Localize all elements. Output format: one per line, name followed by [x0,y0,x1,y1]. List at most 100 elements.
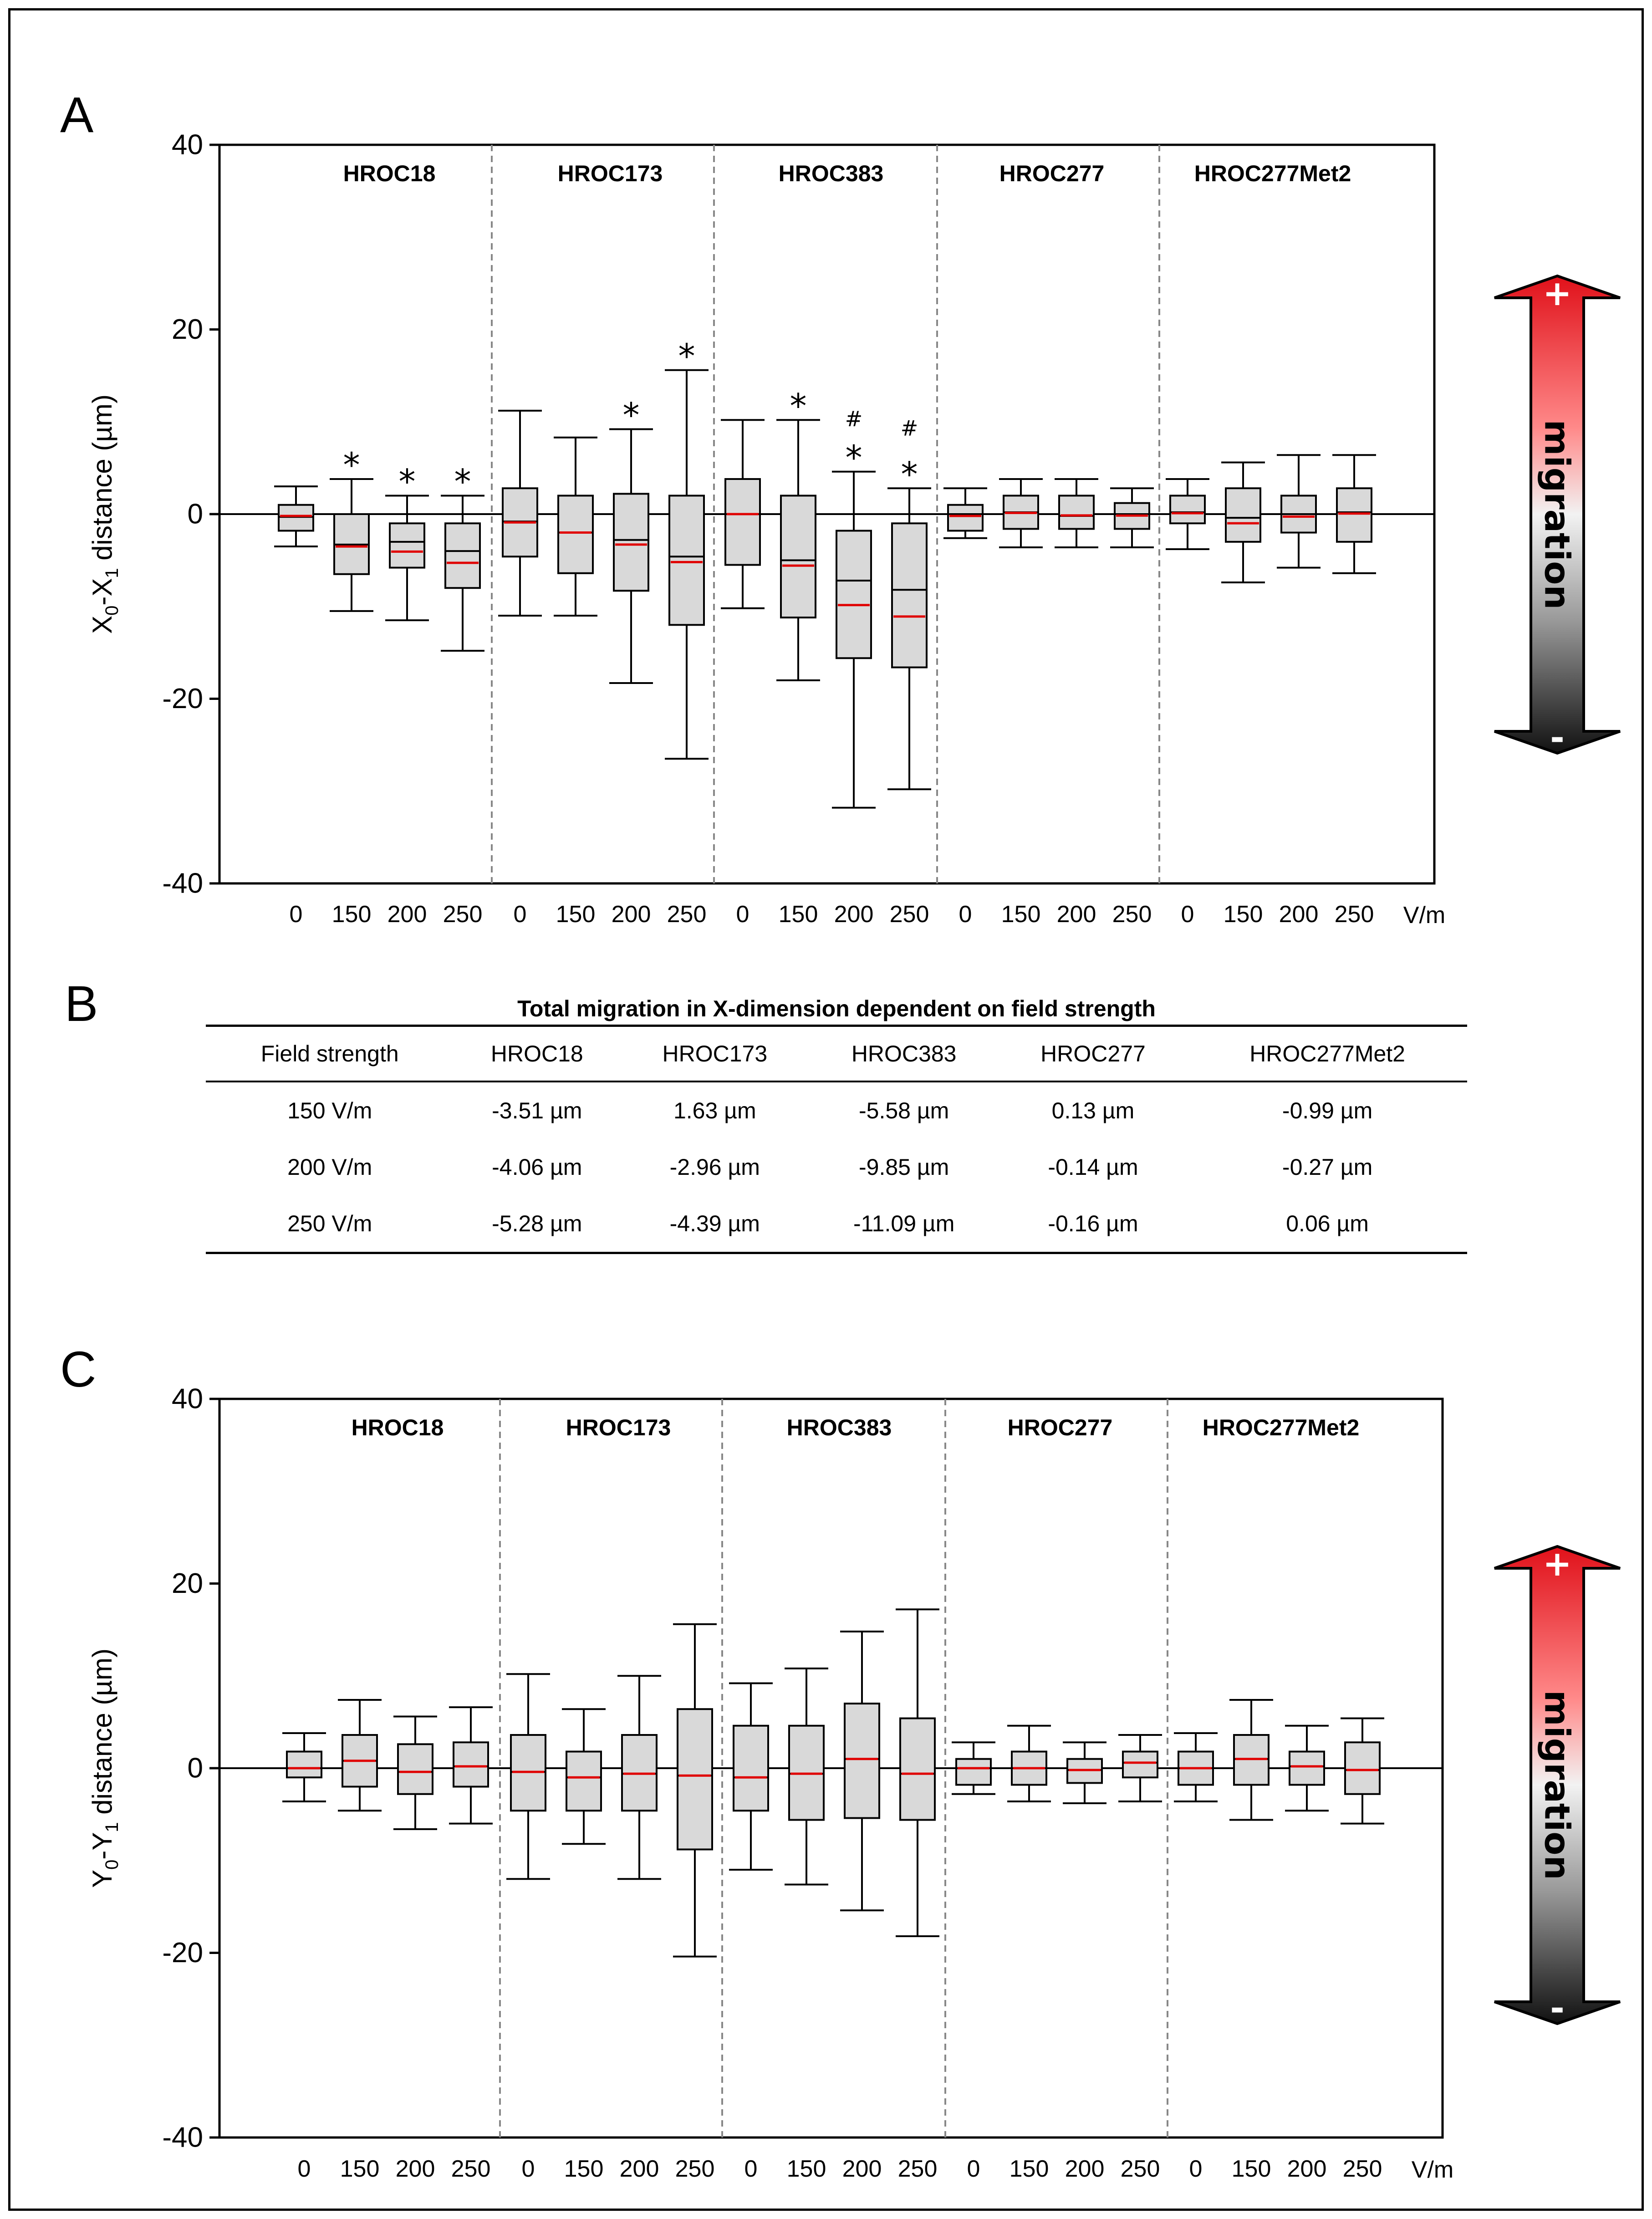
header-hroc18: HROC18 [454,1025,621,1082]
y-axis-label-part: 1 [102,1822,122,1832]
box [286,1750,322,1779]
box [613,493,649,592]
x-tick-label: 0 [744,2156,758,2182]
y-tick-label: -40 [162,868,203,899]
header-hroc277: HROC277 [998,1025,1188,1082]
box [397,1743,433,1795]
box [1122,1750,1158,1779]
group-label: HROC383 [779,161,884,186]
migration-arrow-a: + - migration [1494,273,1621,758]
y-axis-label-part: distance (µm) [87,1648,117,1822]
table-cell: -4.06 µm [492,1154,582,1180]
x-tick-label: 200 [1279,901,1319,928]
box [733,1724,769,1812]
group-label: HROC383 [787,1415,892,1440]
x-tick-label: 250 [443,901,483,928]
arrow-c-body [1494,1545,1621,2025]
group-label: HROC277 [1008,1415,1113,1440]
x-tick-label: 0 [1189,2156,1203,2182]
table-cell: 250 V/m [206,1195,454,1254]
x-tick-label: 0 [959,901,972,928]
table-cell: 200 V/m [287,1154,372,1180]
table-cell: -0.27 µm [1282,1154,1373,1180]
table-row: 200 V/m -4.06 µm -2.96 µm -9.85 µm -0.14… [206,1139,1467,1195]
x-tick-label: 200 [388,901,427,928]
header-hroc173: HROC173 [620,1025,810,1082]
box [1344,1741,1381,1795]
x-tick-label: 0 [522,2156,535,2182]
x-tick-label: 0 [967,2156,980,2182]
y-tick-label: -20 [162,1937,203,1969]
y-tick-label: -40 [162,2122,203,2153]
group-label: HROC277Met2 [1203,1415,1360,1440]
box [844,1703,880,1819]
box [947,504,984,532]
group-label: HROC173 [566,1415,671,1440]
table-cell: -9.85 µm [858,1154,949,1180]
y-tick-label: 20 [172,314,203,345]
arrow-a-plus: + [1543,273,1572,313]
y-axis-label-part: 0 [102,606,122,616]
table-cell: 0.06 µm [1188,1195,1467,1254]
x-tick-label: 150 [1001,901,1041,928]
x-tick-label: 150 [1010,2156,1049,2182]
box [1225,487,1261,543]
x-tick-label: 0 [298,2156,311,2182]
box [566,1750,602,1812]
arrow-a-body [1494,274,1621,755]
significance-star: * [846,438,862,477]
x-tick-label: 150 [556,901,596,928]
significance-star: * [678,337,695,376]
table-row: 150 V/m -3.51 µm 1.63 µm -5.58 µm 0.13 µ… [206,1081,1467,1139]
x-tick-label: 250 [1112,901,1152,928]
y-axis-label-part: X [87,616,117,634]
table-cell: -11.09 µm [809,1195,999,1254]
table-header-row: Field strength HROC18 HROC173 HROC383 HR… [206,1025,1467,1082]
figure-frame [8,8,1644,2211]
x-tick-label: 150 [332,901,372,928]
significance-star: * [454,462,471,501]
header-field-strength: Field strength [206,1025,454,1082]
y-tick-label: 0 [188,1753,203,1784]
x-tick-label: 150 [1224,901,1263,928]
x-tick-label: 150 [787,2156,826,2182]
x-units-label: V/m [1412,2157,1453,2183]
x-tick-label: 250 [890,901,929,928]
significance-star: * [623,396,640,435]
group-label: HROC18 [343,161,436,186]
significance-star: * [790,387,807,426]
x-tick-label: 200 [834,901,874,928]
arrow-c-label: migration [1537,1690,1578,1880]
group-label: HROC18 [352,1415,444,1440]
table-title: Total migration in X-dimension dependent… [517,996,1156,1021]
y-axis-label-part: 1 [102,568,122,578]
x-tick-label: 250 [1343,2156,1382,2182]
table-cell: -0.16 µm [998,1195,1188,1254]
significance-star: * [399,462,416,501]
x-tick-label: 200 [1065,2156,1105,2182]
x-tick-label: 250 [451,2156,491,2182]
table-cell: -0.99 µm [1282,1098,1373,1123]
table-cell: 0.13 µm [1051,1098,1135,1123]
significance-star: * [901,455,918,494]
table-cell: 1.63 µm [673,1098,756,1123]
x-tick-label: 0 [514,901,527,928]
significance-star: * [343,446,360,485]
box [1336,487,1372,543]
y-tick-label: 40 [172,129,203,161]
significance-hash: # [845,407,863,431]
box [677,1708,713,1851]
box [278,504,314,532]
table-cell: -0.14 µm [1048,1154,1138,1180]
x-tick-label: 250 [667,901,707,928]
box [557,495,594,574]
x-tick-label: 250 [675,2156,715,2182]
table-row: 250 V/m -5.28 µm -4.39 µm -11.09 µm -0.1… [206,1195,1467,1254]
y-tick-label: 0 [188,499,203,530]
group-label: HROC277Met2 [1194,161,1351,186]
table-grid: Field strength HROC18 HROC173 HROC383 HR… [206,1025,1467,1254]
y-tick-label: 20 [172,1568,203,1599]
